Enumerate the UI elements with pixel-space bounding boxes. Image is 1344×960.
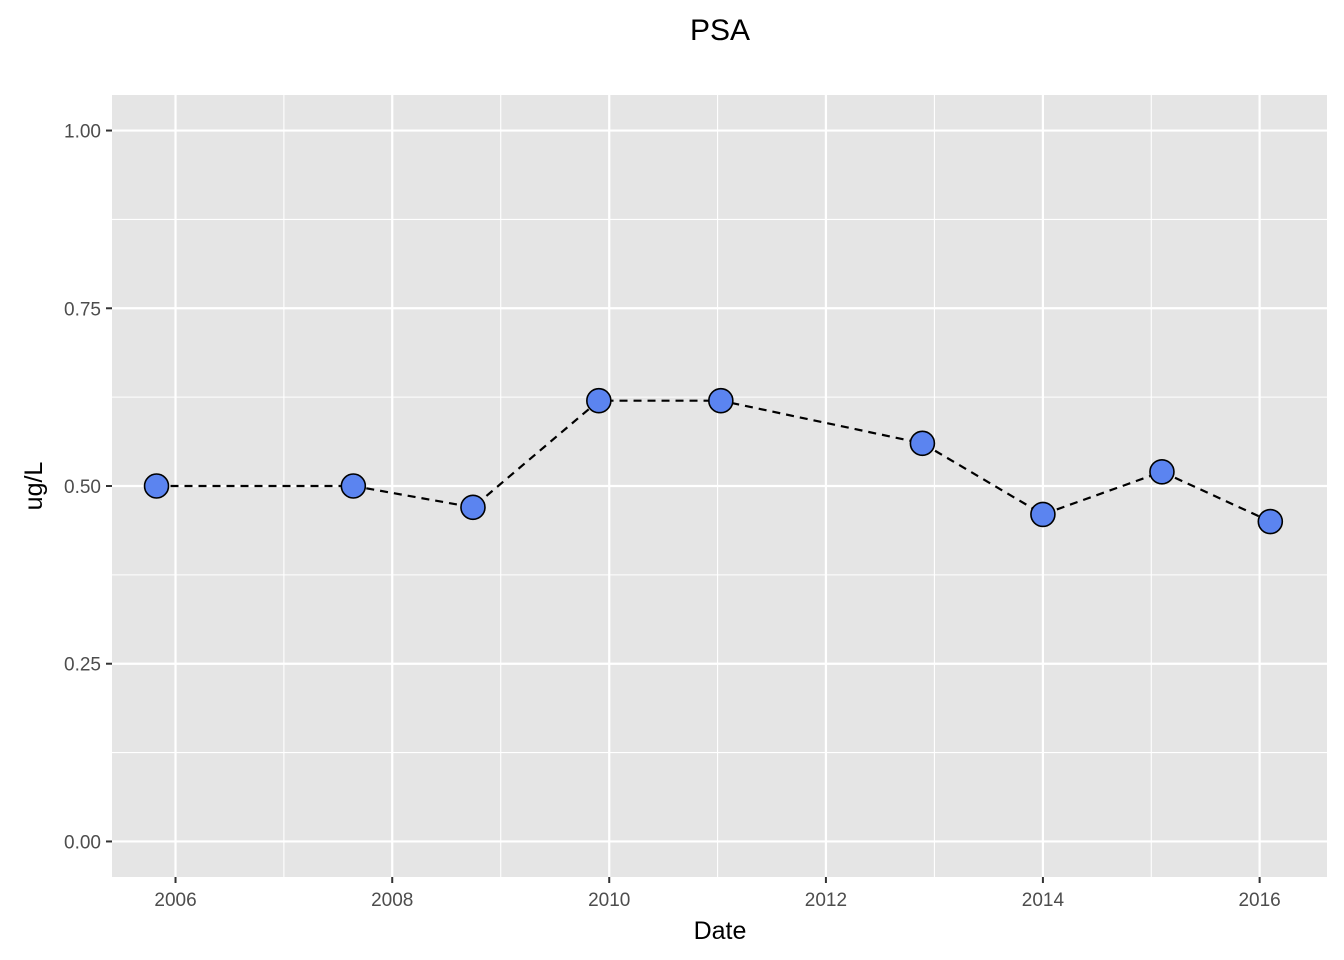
- x-tick-label: 2010: [588, 890, 630, 911]
- x-tick-label: 2008: [371, 890, 413, 911]
- series-points: [143, 387, 1284, 535]
- x-tick-label: 2016: [1238, 890, 1280, 911]
- data-point: [143, 473, 170, 499]
- x-tick-label: 2012: [805, 890, 847, 911]
- chart-title: PSA: [690, 14, 750, 47]
- y-tick-label: 0.50: [64, 477, 101, 498]
- axes: 0.00 0.25 0.50 0.75 1.00 2006 2008 2010 2012 2014…: [64, 122, 1281, 911]
- x-axis-title: Date: [694, 917, 747, 945]
- data-point: [708, 387, 734, 414]
- data-point: [1030, 501, 1056, 528]
- y-tick-label: 0.25: [64, 655, 101, 676]
- y-tick-label: 0.75: [64, 299, 101, 320]
- y-tick-label: 0.00: [64, 832, 101, 853]
- x-tick-label: 2014: [1022, 890, 1065, 911]
- data-point: [586, 387, 612, 414]
- data-point: [1149, 458, 1175, 485]
- data-point: [1257, 508, 1284, 535]
- data-point: [460, 494, 486, 521]
- data-point: [340, 473, 367, 499]
- data-point: [909, 430, 936, 457]
- x-tick-label: 2006: [154, 890, 196, 911]
- y-tick-label: 1.00: [64, 122, 101, 143]
- y-axis-title: ug/L: [20, 462, 48, 511]
